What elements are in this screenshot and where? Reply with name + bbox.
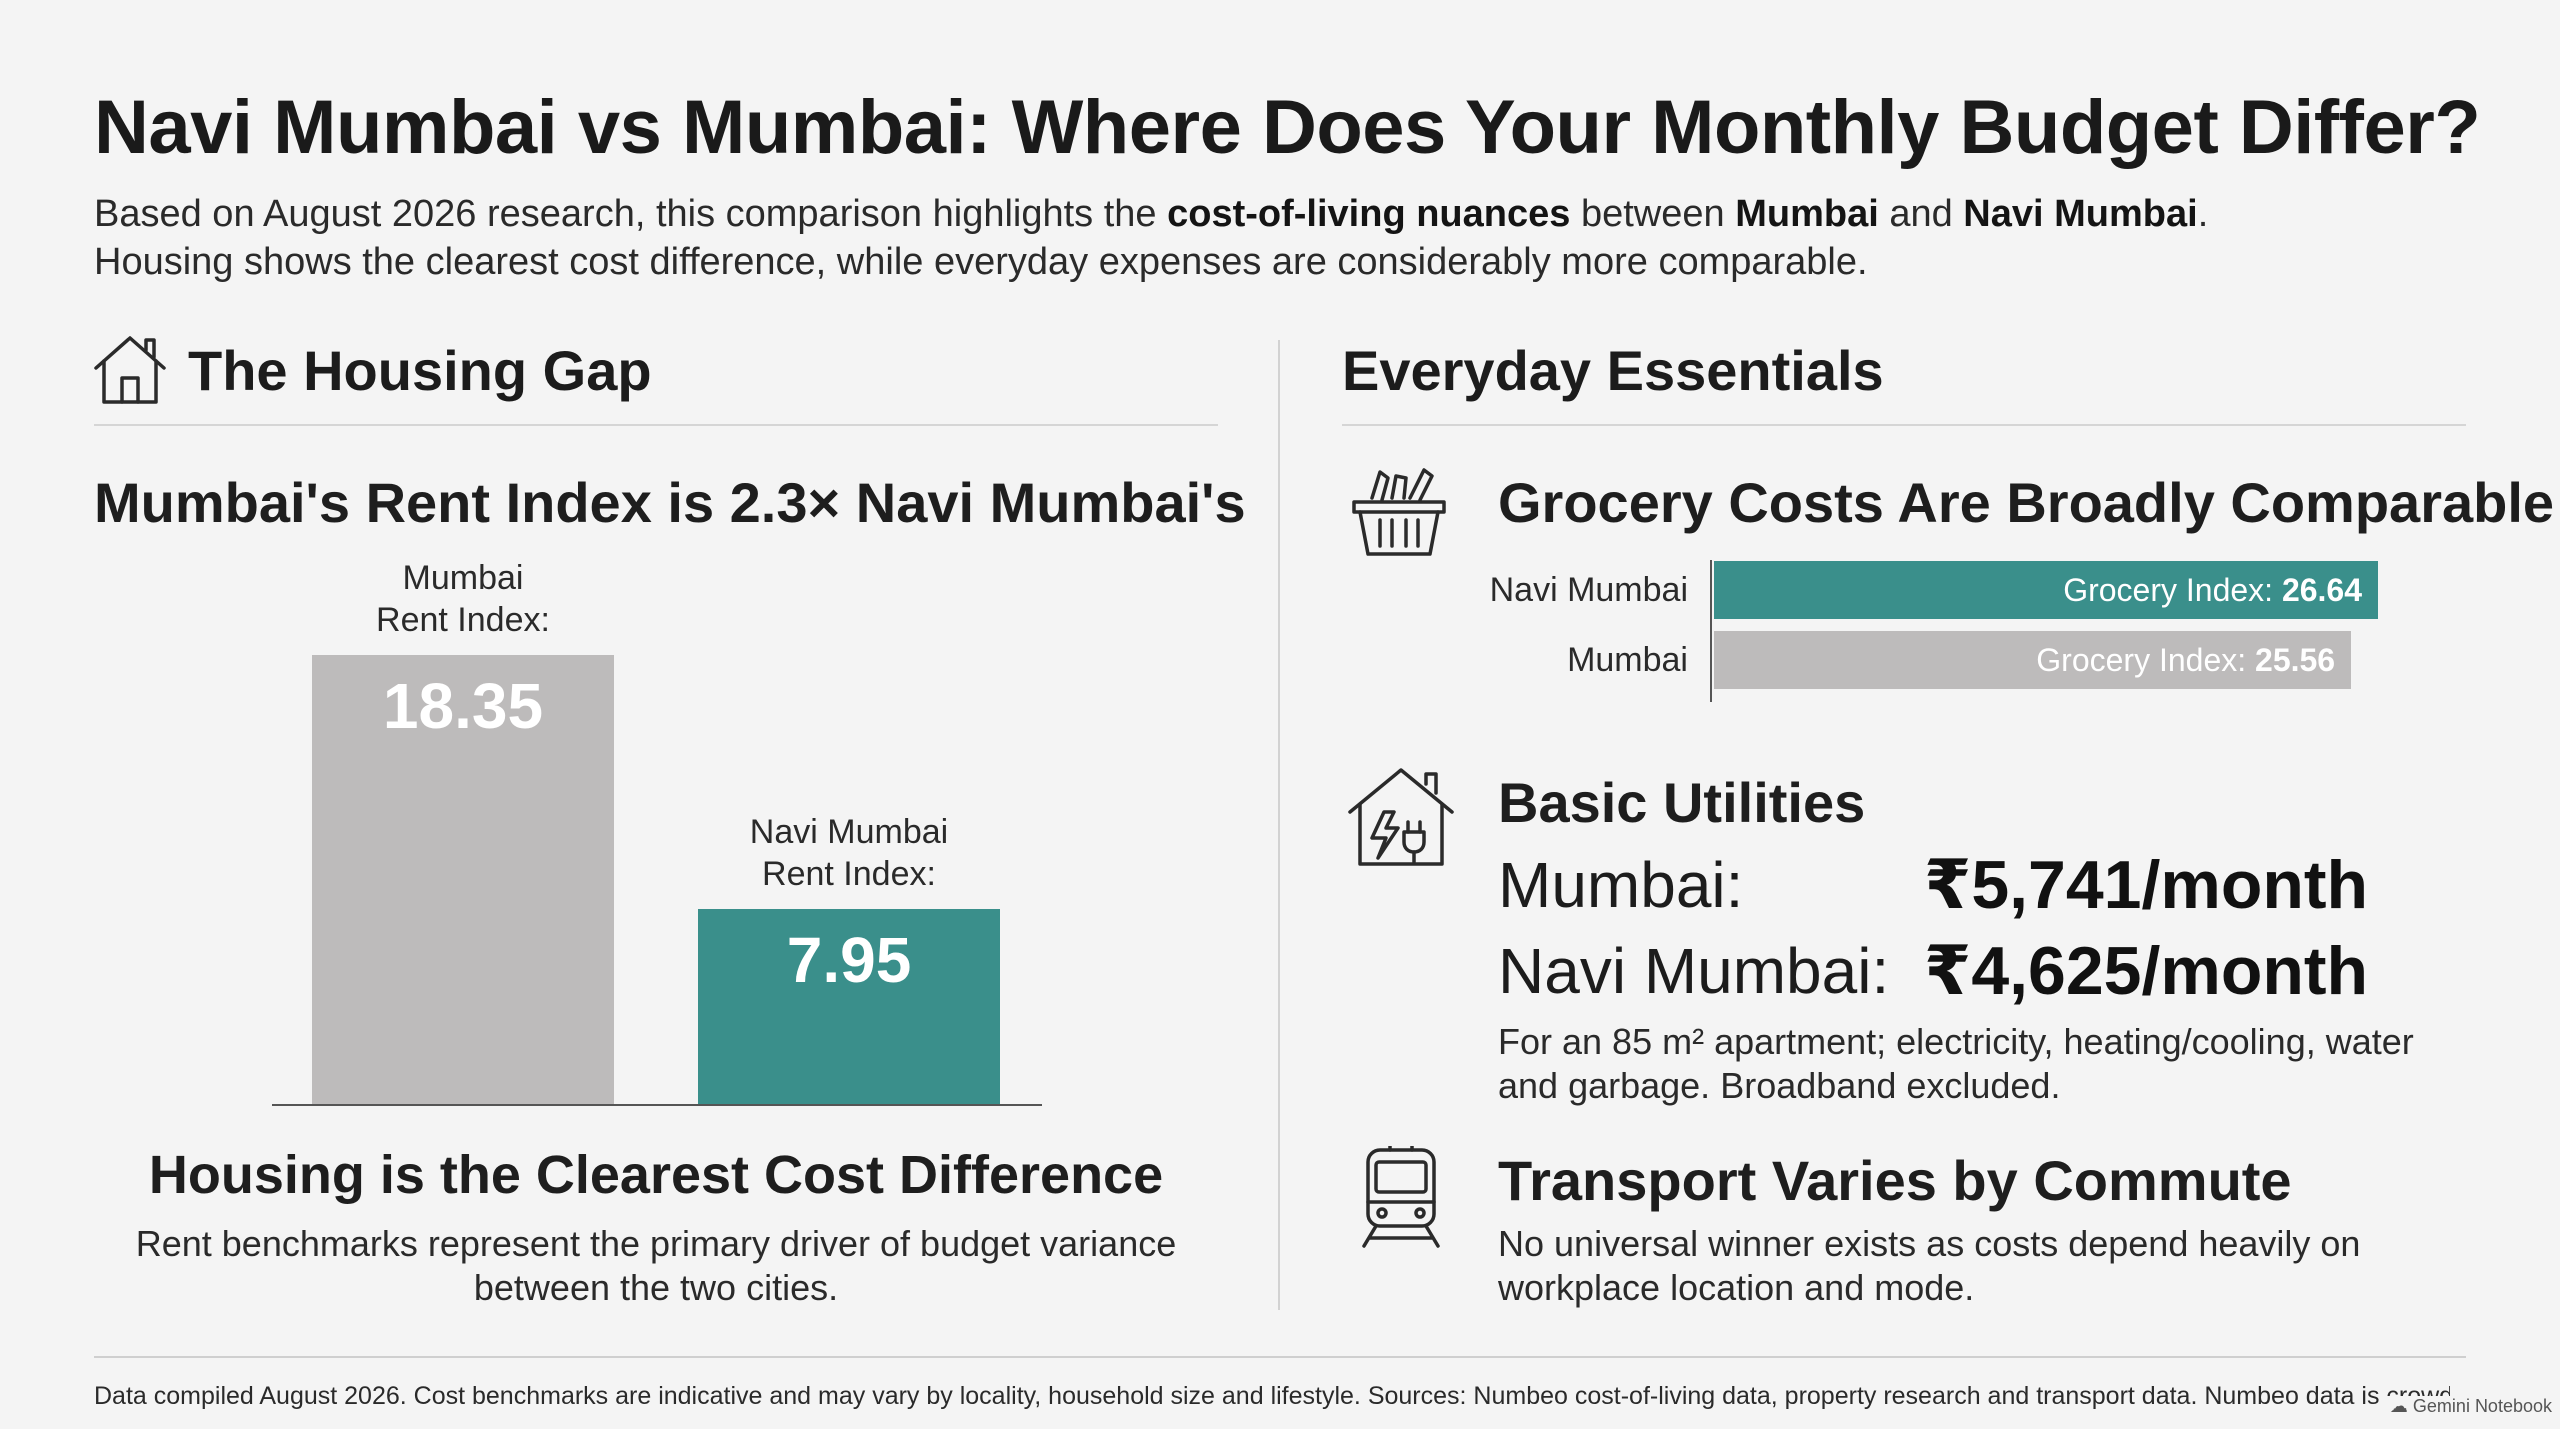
- grocery-bar-navi-mumbai: Grocery Index: 26.64: [1714, 561, 2379, 619]
- transport-text: No universal winner exists as costs depe…: [1498, 1223, 2361, 1308]
- subtitle-text-4: .: [2197, 193, 2209, 235]
- subtitle-line-1: Based on August 2026 research, this comp…: [94, 190, 2474, 238]
- utility-city-navi-mumbai: Navi Mumbai:: [1498, 935, 1890, 1007]
- subtitle-bold-2: Mumbai: [1735, 193, 1879, 235]
- transport-title: Transport Varies by Commute: [1498, 1149, 2292, 1212]
- housing-section-title: The Housing Gap: [188, 339, 652, 402]
- watermark-text: Gemini Notebook: [2412, 1396, 2552, 1416]
- grocery-bar-value-navi-mumbai: Grocery Index: 26.64: [2063, 572, 2363, 608]
- utility-amount-navi-mumbai: ₹4,625/month: [1924, 933, 2369, 1009]
- rent-chart-title: Mumbai's Rent Index is 2.3× Navi Mumbai'…: [94, 471, 1246, 534]
- train-icon: [1362, 1146, 1440, 1248]
- rent-bar-value-navi-mumbai: 7.95: [786, 924, 912, 997]
- subtitle-text-1: Based on August 2026 research, this comp…: [94, 193, 1168, 235]
- utilities-title: Basic Utilities: [1498, 771, 1866, 834]
- page-title: Navi Mumbai vs Mumbai: Where Does Your M…: [94, 85, 2481, 170]
- grocery-chart-axis: [1710, 560, 1712, 702]
- housing-section-rule: [94, 424, 1218, 426]
- essentials-section-rule: [1342, 424, 2466, 426]
- subtitle-line-2: Housing shows the clearest cost differen…: [94, 241, 1868, 283]
- utilities-note: For an 85 m² apartment; electricity, hea…: [1498, 1021, 2414, 1106]
- grocery-title: Grocery Costs Are Broadly Comparable: [1498, 471, 2555, 534]
- grocery-label-mumbai: Mumbai: [1567, 641, 1688, 679]
- subtitle-bold-1: cost-of-living nuances: [1167, 193, 1571, 235]
- column-divider: [1278, 340, 1280, 1310]
- watermark: ☁ Gemini Notebook: [2383, 1396, 2552, 1417]
- essentials-section-title: Everyday Essentials: [1342, 339, 1884, 402]
- subtitle-text-3: and: [1878, 193, 1964, 235]
- footer-sources: Data compiled August 2026. Cost benchmar…: [94, 1382, 2450, 1410]
- grocery-basket-icon: [1352, 468, 1446, 556]
- housing-takeaway-title: Housing is the Clearest Cost Difference: [148, 1145, 1164, 1205]
- grocery-bar-mumbai: Grocery Index: 25.56: [1714, 631, 2352, 689]
- rent-chart-baseline: [272, 1104, 1042, 1106]
- rent-bar-navi-mumbai: 7.95: [698, 909, 1000, 1104]
- footer-rule: [94, 1356, 2466, 1358]
- grocery-label-navi-mumbai: Navi Mumbai: [1489, 571, 1688, 609]
- rent-bar-label-navi-mumbai: Navi Mumbai Rent Index:: [749, 813, 949, 894]
- rent-bar-label-mumbai: Mumbai Rent Index:: [376, 558, 550, 639]
- subtitle-bold-3: Navi Mumbai: [1963, 193, 2198, 235]
- rent-bar-value-mumbai: 18.35: [382, 669, 544, 742]
- utility-amount-mumbai: ₹5,741/month: [1924, 847, 2369, 923]
- grocery-bar-value-mumbai: Grocery Index: 25.56: [2036, 642, 2336, 678]
- subtitle-text-2: between: [1570, 193, 1736, 235]
- page-subtitle: Based on August 2026 research, this comp…: [94, 190, 2474, 286]
- house-icon: [94, 336, 166, 404]
- utility-city-mumbai: Mumbai:: [1498, 849, 1744, 921]
- rent-bar-mumbai: 18.35: [312, 654, 614, 1104]
- housing-takeaway-text: Rent benchmarks represent the primary dr…: [135, 1223, 1177, 1308]
- house-plug-icon: [1348, 768, 1454, 866]
